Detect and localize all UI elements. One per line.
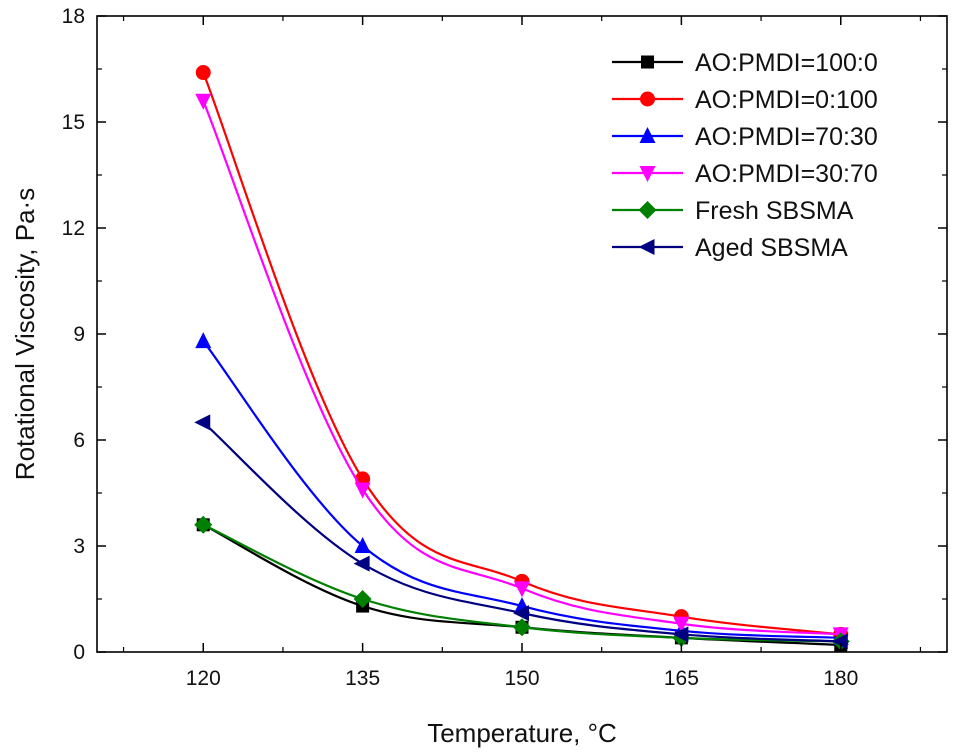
data-point-fresh-sbsma: [353, 590, 372, 608]
legend-marker: [641, 55, 654, 69]
data-point-aged-sbsma: [513, 605, 529, 622]
x-tick-label: 150: [504, 667, 539, 690]
series-ao-pmdi-0-100: [195, 65, 849, 642]
series-aged-sbsma: [194, 414, 848, 650]
legend: AO:PMDI=100:0 AO:PMDI=0:100 AO:PMDI=70:30 A…: [612, 49, 878, 262]
y-tick-label: 18: [62, 5, 85, 28]
series-ao-pmdi-70-30: [195, 332, 849, 645]
legend-marker: [639, 166, 656, 182]
x-tick-label: 135: [345, 667, 380, 690]
legend-label: AO:PMDI=70:30: [695, 123, 878, 151]
x-tick-label: 120: [186, 667, 221, 690]
data-point-aged-sbsma: [672, 626, 689, 643]
legend-item-ao-pmdi-0-100: AO:PMDI=0:100: [612, 86, 878, 114]
legend-marker: [638, 201, 657, 219]
series-line-ao-pmdi-0-100: [202, 72, 841, 636]
legend-marker: [639, 127, 656, 143]
legend-item-ao-pmdi-100-0: AO:PMDI=100:0: [612, 49, 878, 77]
series-ao-pmdi-30-70: [195, 93, 849, 644]
legend-label: AO:PMDI=100:0: [695, 49, 878, 77]
series-line-ao-pmdi-30-70: [202, 100, 841, 636]
y-tick-label: 15: [62, 111, 85, 134]
x-tick-label: 165: [664, 667, 699, 690]
legend-item-ao-pmdi-30-70: AO:PMDI=30:70: [612, 160, 878, 188]
axis-layer: 0 3 6 9 12 15 18 120 135 150 165 180: [62, 5, 947, 690]
y-tick-label: 12: [62, 217, 85, 240]
data-point-fresh-sbsma: [513, 618, 531, 637]
data-point-aged-sbsma: [353, 555, 370, 572]
data-point-ao-pmdi-70-30: [195, 332, 212, 349]
data-point-ao-pmdi-30-70: [514, 581, 530, 598]
legend-item-ao-pmdi-70-30: AO:PMDI=70:30: [612, 123, 878, 151]
data-point-aged-sbsma: [194, 414, 211, 431]
legend-label: AO:PMDI=0:100: [695, 86, 878, 114]
legend-item-fresh-sbsma: Fresh SBSMA: [612, 197, 854, 225]
legend-label: AO:PMDI=30:70: [695, 160, 878, 188]
x-axis-title: Temperature, °C: [427, 718, 617, 748]
y-tick-label: 3: [73, 535, 85, 558]
y-tick-label: 9: [73, 323, 85, 346]
data-point-ao-pmdi-0-100: [195, 65, 211, 81]
y-axis-title: Rotational Viscosity, Pa·s: [10, 188, 40, 480]
legend-label: Aged SBSMA: [695, 234, 848, 262]
y-tick-label: 0: [73, 641, 85, 664]
data-point-ao-pmdi-30-70: [673, 616, 690, 633]
y-tick-label: 6: [73, 429, 85, 452]
legend-marker: [638, 239, 655, 255]
legend-marker: [640, 91, 655, 107]
legend-item-aged-sbsma: Aged SBSMA: [612, 234, 848, 262]
legend-label: Fresh SBSMA: [695, 197, 854, 225]
data-point-ao-pmdi-70-30: [354, 537, 371, 553]
series-line-ao-pmdi-70-30: [202, 340, 841, 639]
series-layer: [194, 65, 850, 652]
data-point-ao-pmdi-30-70: [195, 93, 212, 110]
data-point-ao-pmdi-30-70: [354, 482, 371, 499]
x-tick-label: 180: [823, 667, 858, 690]
data-point-aged-sbsma: [831, 633, 848, 650]
data-point-fresh-sbsma: [194, 515, 213, 534]
